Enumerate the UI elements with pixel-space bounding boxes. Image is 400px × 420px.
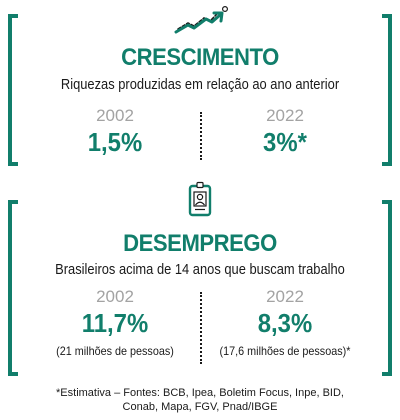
stat-2022: 2022 3%*: [200, 106, 370, 158]
section-title: CRESCIMENTO: [121, 44, 279, 71]
stat-year: 2022: [266, 106, 304, 125]
unemployment-panel: DESEMPREGO Brasileiros acima de 14 anos …: [8, 181, 392, 376]
section-subtitle: Riquezas produzidas em relação ao ano an…: [60, 76, 340, 93]
stat-note: (21 milhões de pessoas): [56, 344, 174, 358]
stat-2022: 2022 8,3% (17,6 milhões de pessoas)*: [200, 287, 370, 359]
growth-panel: CRESCIMENTO Riquezas produzidas em relaç…: [8, 5, 392, 166]
stat-value: 8,3%: [257, 308, 313, 338]
left-bracket: [8, 200, 18, 376]
stat-year: 2002: [96, 287, 134, 306]
footnote-line: *Estimativa – Fontes: BCB, Ipea, Boletim…: [56, 387, 344, 399]
right-bracket: [382, 14, 392, 166]
dotted-divider: [200, 292, 202, 364]
section-subtitle: Brasileiros acima de 14 anos que buscam …: [55, 261, 345, 278]
stat-note: (17,6 milhões de pessoas)*: [219, 344, 351, 358]
stat-year: 2022: [266, 287, 304, 306]
left-bracket: [8, 14, 18, 166]
stat-2002: 2002 1,5%: [30, 106, 200, 158]
sources-footnote: *Estimativa – Fontes: BCB, Ipea, Boletim…: [0, 386, 400, 414]
stat-value: 11,7%: [81, 308, 149, 338]
section-title: DESEMPREGO: [123, 230, 277, 257]
right-bracket: [382, 200, 392, 376]
dotted-divider: [200, 112, 202, 160]
stat-value: 1,5%: [87, 127, 143, 157]
stat-2002: 2002 11,7% (21 milhões de pessoas): [30, 287, 200, 359]
stat-value: 3%*: [263, 127, 307, 157]
footnote-line: Conab, Mapa, FGV, Pnad/IBGE: [122, 401, 278, 413]
stat-year: 2002: [96, 106, 134, 125]
id-badge-icon: [188, 181, 212, 217]
trend-up-arrow-icon: [174, 5, 228, 34]
